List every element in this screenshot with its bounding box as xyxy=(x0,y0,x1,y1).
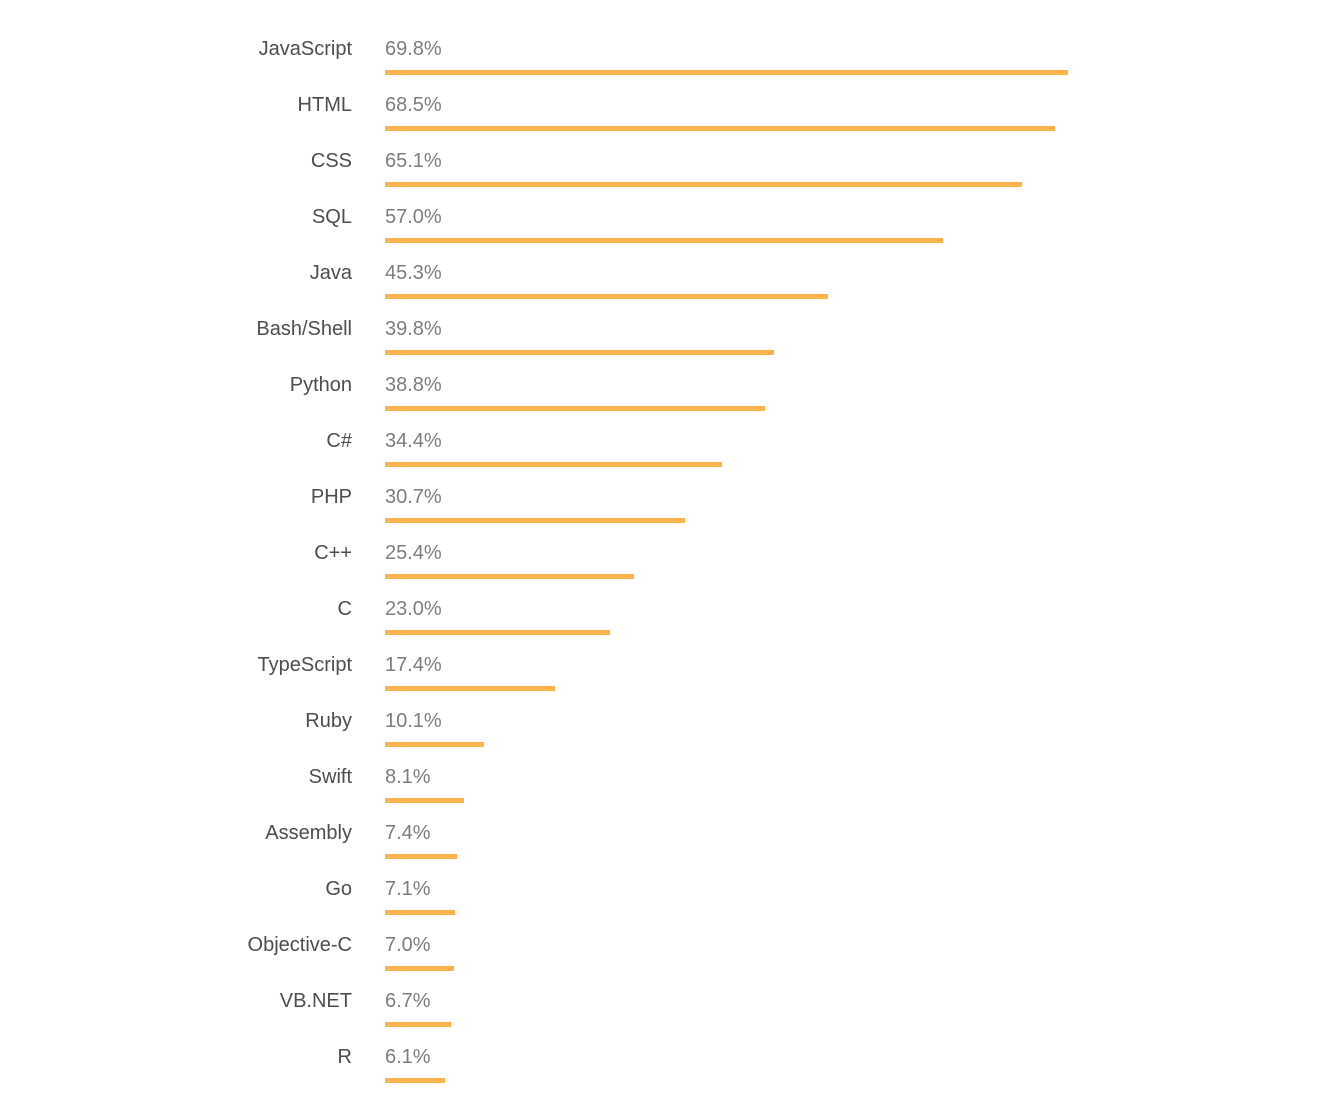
category-label: CSS xyxy=(310,150,352,172)
category-label: Assembly xyxy=(265,822,352,844)
chart-row: Python 38.8% xyxy=(0,355,1324,411)
chart-row: TypeScript 17.4% xyxy=(0,635,1324,691)
value-label: 7.0% xyxy=(385,934,431,956)
chart-row: Ruby 10.1% xyxy=(0,691,1324,747)
bar xyxy=(385,1078,445,1083)
value-label: 6.7% xyxy=(385,990,431,1012)
chart-row: HTML 68.5% xyxy=(0,75,1324,131)
value-label: 8.1% xyxy=(385,766,431,788)
bar xyxy=(385,126,1056,131)
bar xyxy=(385,630,611,635)
bar xyxy=(385,294,829,299)
value-label: 38.8% xyxy=(385,374,442,396)
bar xyxy=(385,350,775,355)
chart-row: CSS 65.1% xyxy=(0,131,1324,187)
value-label: 34.4% xyxy=(385,430,442,452)
category-label: Swift xyxy=(308,766,352,788)
chart-row: C# 34.4% xyxy=(0,411,1324,467)
value-label: 68.5% xyxy=(385,94,442,116)
bar xyxy=(385,70,1068,75)
category-label: HTML xyxy=(297,94,352,116)
value-label: 39.8% xyxy=(385,318,442,340)
category-label: TypeScript xyxy=(257,654,352,676)
value-label: 23.0% xyxy=(385,598,442,620)
category-label: C++ xyxy=(314,542,352,564)
category-label: C# xyxy=(326,430,352,452)
bar xyxy=(385,238,943,243)
category-label: Bash/Shell xyxy=(256,318,352,340)
category-label: Ruby xyxy=(305,710,352,732)
value-label: 10.1% xyxy=(385,710,442,732)
value-label: 45.3% xyxy=(385,262,442,284)
chart-row: Swift 8.1% xyxy=(0,747,1324,803)
bar xyxy=(385,1022,451,1027)
category-label: C xyxy=(337,598,352,620)
chart-row: SQL 57.0% xyxy=(0,187,1324,243)
bar xyxy=(385,966,454,971)
category-label: Python xyxy=(289,374,352,396)
chart-row: R 6.1% xyxy=(0,1027,1324,1083)
value-label: 57.0% xyxy=(385,206,442,228)
chart-row: C++ 25.4% xyxy=(0,523,1324,579)
bar xyxy=(385,798,465,803)
chart-row: VB.NET 6.7% xyxy=(0,971,1324,1027)
category-label: VB.NET xyxy=(279,990,352,1012)
chart-row: Bash/Shell 39.8% xyxy=(0,299,1324,355)
chart-row: Java 45.3% xyxy=(0,243,1324,299)
bar xyxy=(385,910,455,915)
category-label: Objective-C xyxy=(247,934,352,956)
bar xyxy=(385,462,722,467)
value-label: 6.1% xyxy=(385,1046,431,1068)
category-label: PHP xyxy=(310,486,352,508)
value-label: 65.1% xyxy=(385,150,442,172)
value-label: 30.7% xyxy=(385,486,442,508)
bar xyxy=(385,686,556,691)
category-label: Java xyxy=(309,262,352,284)
category-label: Go xyxy=(325,878,352,900)
value-label: 69.8% xyxy=(385,38,442,60)
bar xyxy=(385,574,634,579)
chart-row: PHP 30.7% xyxy=(0,467,1324,523)
value-label: 17.4% xyxy=(385,654,442,676)
chart-row: Assembly 7.4% xyxy=(0,803,1324,859)
chart-row: JavaScript 69.8% xyxy=(0,19,1324,75)
chart-row: C 23.0% xyxy=(0,579,1324,635)
category-label: JavaScript xyxy=(258,38,352,60)
chart-row: Objective-C 7.0% xyxy=(0,915,1324,971)
value-label: 7.4% xyxy=(385,822,431,844)
bar xyxy=(385,182,1022,187)
category-label: SQL xyxy=(311,206,352,228)
value-label: 25.4% xyxy=(385,542,442,564)
bar xyxy=(385,406,765,411)
chart-row: Go 7.1% xyxy=(0,859,1324,915)
bar xyxy=(385,854,458,859)
bar xyxy=(385,742,484,747)
bar xyxy=(385,518,686,523)
value-label: 7.1% xyxy=(385,878,431,900)
category-label: R xyxy=(337,1046,352,1068)
